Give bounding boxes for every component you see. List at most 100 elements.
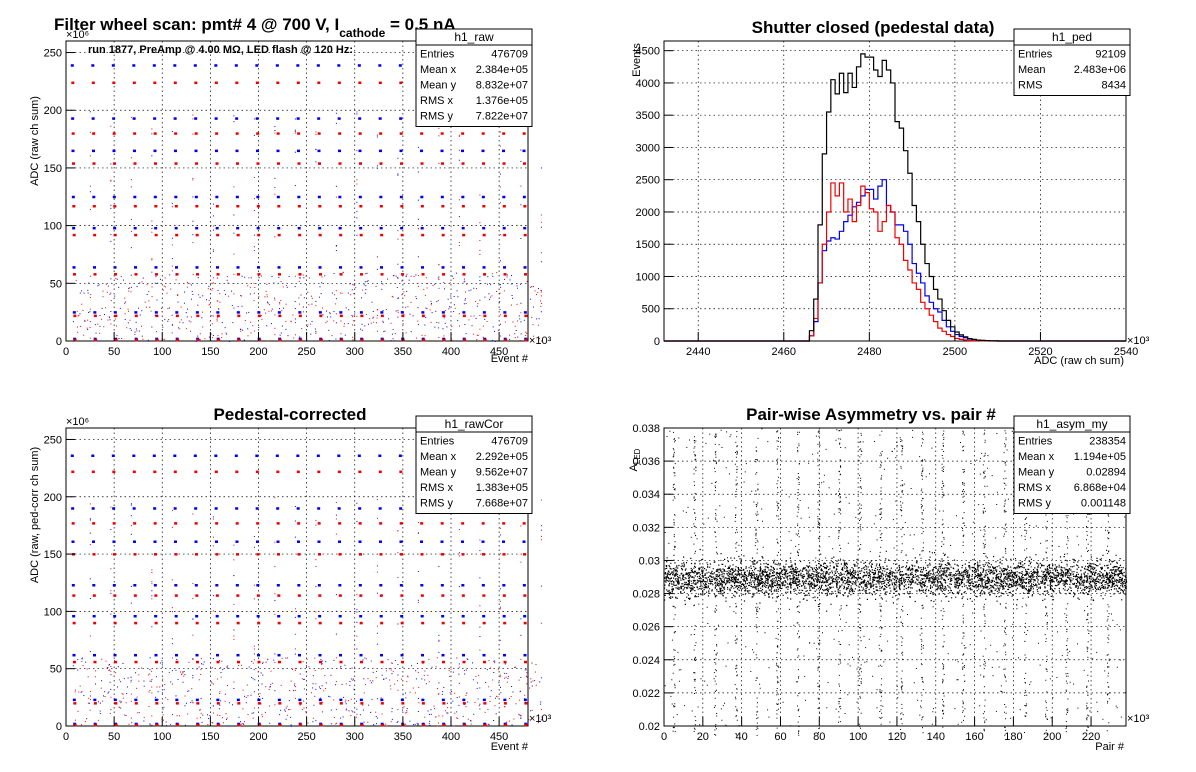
off-level-mark xyxy=(380,273,384,276)
transition-point xyxy=(355,700,357,702)
transition-point xyxy=(253,134,255,136)
transition-point xyxy=(402,323,404,325)
transition-point xyxy=(388,318,390,320)
on-level-mark xyxy=(357,64,361,67)
transition-point xyxy=(200,673,202,675)
transition-point xyxy=(252,662,254,664)
transition-point xyxy=(463,278,465,280)
x-tick-label: 120 xyxy=(888,731,906,743)
transition-point xyxy=(486,669,488,671)
transition-point xyxy=(490,690,492,692)
transition-point xyxy=(151,569,153,571)
transition-point xyxy=(524,694,526,696)
transition-point xyxy=(426,287,428,289)
transition-point xyxy=(212,250,214,252)
transition-point xyxy=(344,334,346,336)
transition-point xyxy=(449,692,451,694)
on-level-mark xyxy=(441,266,445,269)
transition-point xyxy=(120,276,122,278)
transition-point xyxy=(216,318,218,320)
transition-point xyxy=(126,327,128,329)
transition-point xyxy=(253,659,255,661)
on-level-mark xyxy=(275,64,279,67)
transition-point xyxy=(274,600,276,602)
transition-point xyxy=(386,725,388,727)
transition-point xyxy=(209,715,211,717)
transition-point xyxy=(109,669,111,671)
transition-point xyxy=(479,649,481,651)
off-level-mark xyxy=(381,723,385,727)
transition-point xyxy=(335,185,337,187)
on-level-mark xyxy=(70,64,74,67)
transition-point xyxy=(226,667,228,669)
transition-point xyxy=(335,338,337,340)
on-level-mark xyxy=(461,584,465,587)
transition-point xyxy=(394,660,396,662)
transition-point xyxy=(299,336,301,338)
pad-corrected: Pedestal-corrected 0 50 100 150 200 250 300 350… xyxy=(29,405,552,753)
transition-point xyxy=(162,326,164,328)
transition-point xyxy=(404,295,406,297)
transition-point xyxy=(352,339,354,341)
off-level-mark xyxy=(298,273,302,276)
off-level-mark xyxy=(482,162,486,165)
off-level-mark xyxy=(112,522,116,525)
transition-point xyxy=(294,505,296,507)
transition-point xyxy=(207,288,209,290)
transition-point xyxy=(447,707,449,709)
transition-point xyxy=(89,297,91,299)
transition-point xyxy=(520,618,522,620)
transition-point xyxy=(151,155,153,157)
transition-point xyxy=(438,566,440,568)
off-level-mark xyxy=(359,621,363,625)
transition-point xyxy=(465,694,467,696)
on-level-mark xyxy=(111,454,115,458)
transition-point xyxy=(110,311,112,313)
transition-point xyxy=(180,306,182,308)
transition-point xyxy=(264,296,266,298)
asymmetry-band xyxy=(664,545,1128,608)
off-level-mark xyxy=(194,81,198,85)
transition-point xyxy=(274,299,276,301)
transition-point xyxy=(294,129,296,131)
transition-point xyxy=(138,674,140,676)
transition-point xyxy=(268,688,270,690)
transition-point xyxy=(476,334,478,336)
transition-point xyxy=(450,691,452,693)
transition-point xyxy=(320,668,322,670)
transition-point xyxy=(271,308,273,310)
transition-point xyxy=(442,691,444,693)
transition-point xyxy=(392,333,394,335)
transition-point xyxy=(274,653,276,655)
transition-point xyxy=(458,552,460,554)
pad2-histograms xyxy=(664,53,1126,342)
transition-point xyxy=(285,320,287,322)
transition-point xyxy=(330,674,332,676)
off-level-mark xyxy=(134,314,138,318)
transition-point xyxy=(356,635,358,637)
on-level-mark xyxy=(72,311,76,314)
transition-point xyxy=(253,669,255,671)
transition-point xyxy=(415,274,417,276)
transition-point xyxy=(349,684,351,686)
transition-point xyxy=(529,687,531,689)
transition-point xyxy=(114,318,116,320)
off-level-mark xyxy=(360,702,364,705)
transition-point xyxy=(233,688,235,690)
on-level-mark xyxy=(153,149,157,153)
transition-point xyxy=(110,568,112,570)
transition-point xyxy=(485,681,487,683)
transition-point xyxy=(531,709,533,711)
transition-point xyxy=(356,201,358,203)
transition-point xyxy=(321,338,323,340)
transition-point xyxy=(417,218,419,220)
stats-name: h1_asym_my xyxy=(1036,417,1107,431)
transition-point xyxy=(76,326,78,328)
pad1-ylabel: ADC (raw ch sum) xyxy=(29,96,41,186)
transition-point xyxy=(458,313,460,315)
transition-point xyxy=(313,704,315,706)
on-level-mark xyxy=(317,540,321,543)
transition-point xyxy=(190,330,192,332)
transition-point xyxy=(499,314,501,316)
off-level-mark xyxy=(194,553,198,556)
